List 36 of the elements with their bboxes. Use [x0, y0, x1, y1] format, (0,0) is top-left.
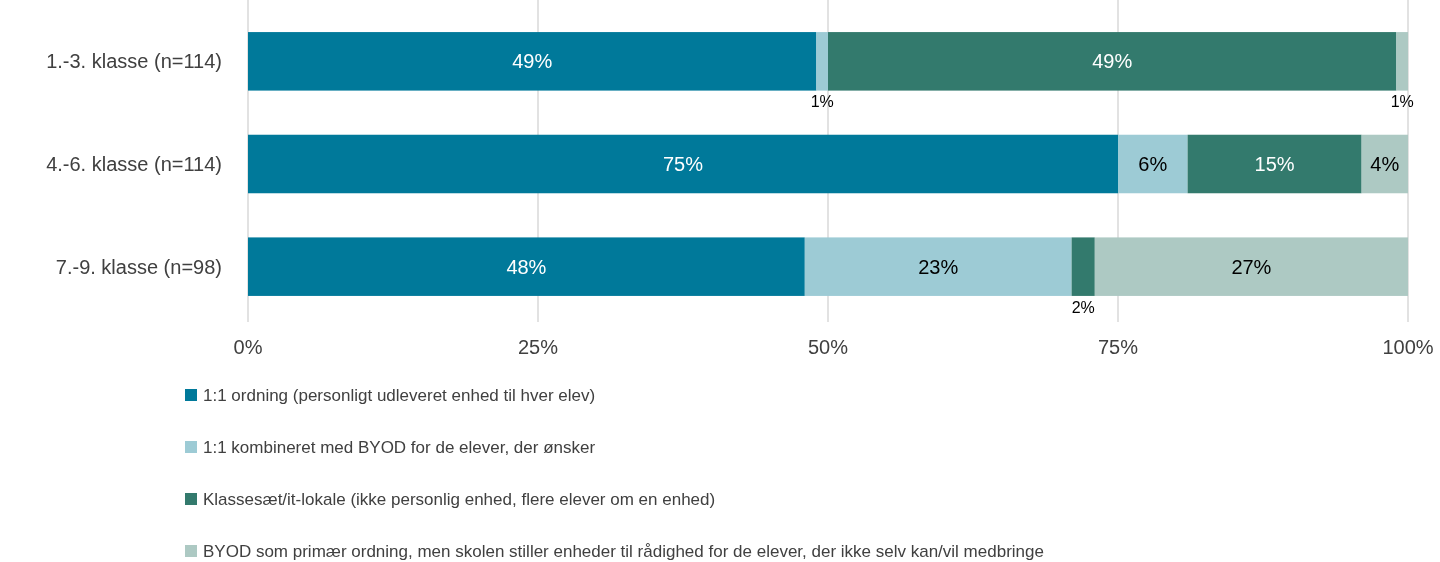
- x-tick-label: 0%: [233, 336, 263, 358]
- data-label: 4%: [1370, 153, 1400, 175]
- x-tick-label: 100%: [1382, 336, 1434, 358]
- bar: [804, 237, 1072, 296]
- data-label: 23%: [918, 255, 959, 278]
- bar: [1094, 237, 1408, 296]
- data-label: 2%: [1071, 298, 1095, 316]
- x-tick-label: 50%: [807, 336, 849, 358]
- bar: [248, 237, 805, 296]
- bar: [828, 32, 1397, 91]
- bar: [1071, 237, 1095, 296]
- data-label: 48%: [506, 255, 547, 278]
- bar: [1118, 134, 1188, 194]
- data-label: 75%: [662, 153, 704, 175]
- data-label: 1%: [1390, 93, 1414, 111]
- bar: [1396, 32, 1408, 91]
- legend-label: BYOD som primær ordning, men skolen stiller enheder til rådighed for de elever, der ikke selv kan/vil medbringe: [203, 541, 1044, 561]
- legend-label: 1:1 ordning (personligt udleveret enhed til hver elev): [203, 385, 596, 405]
- y-tick-label: 7.-9. klasse (n=98): [55, 255, 222, 278]
- legend-label: Klassesæt/it-lokale (ikke personlig enhed, flere elever om en enhed): [203, 489, 716, 509]
- data-label: 27%: [1231, 255, 1272, 278]
- data-label: 49%: [512, 50, 553, 73]
- legend-label: 1:1 kombineret med BYOD for de elever, der ønsker: [203, 437, 596, 457]
- data-label: 15%: [1254, 153, 1295, 175]
- bar: [816, 32, 828, 91]
- bar: [248, 32, 817, 91]
- x-tick-label: 25%: [517, 336, 559, 358]
- x-tick-label: 75%: [1097, 336, 1139, 358]
- data-label: 1%: [810, 93, 834, 111]
- y-tick-label: 1.-3. klasse (n=114): [46, 50, 222, 73]
- bar: [1361, 134, 1408, 194]
- bar: [1187, 134, 1362, 194]
- bar: [248, 134, 1118, 194]
- data-label: 49%: [1092, 50, 1133, 73]
- y-tick-label: 4.-6. klasse (n=114): [46, 153, 222, 175]
- data-label: 6%: [1138, 153, 1168, 175]
